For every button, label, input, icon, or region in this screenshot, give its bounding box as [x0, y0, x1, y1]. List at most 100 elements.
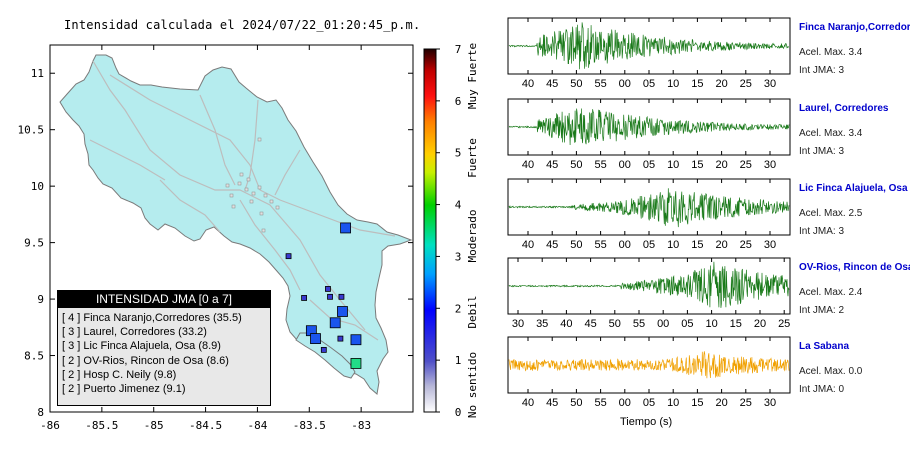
waveform-tick-label: 35 [536, 318, 548, 330]
map-y-tick-label: 11 [31, 67, 44, 80]
map-x-tick-label: -83 [351, 419, 371, 432]
waveform-tick-label: 05 [643, 159, 655, 171]
waveform-tick-label: 20 [754, 318, 766, 330]
waveform-tick-label: 50 [609, 318, 621, 330]
station-marker[interactable] [350, 334, 362, 346]
waveform-tick-label: 55 [594, 159, 606, 171]
legend-item: [ 2 ] Hosp C. Neily (9.8) [62, 368, 177, 381]
waveform-tick-label: 10 [667, 239, 679, 251]
station-marker[interactable] [337, 306, 348, 317]
station-name: Finca Naranjo,Corredores [799, 22, 910, 33]
waveform-tick-label: 55 [594, 239, 606, 251]
station-marker[interactable] [327, 293, 333, 300]
waveform-tick-label: 50 [570, 159, 582, 171]
colorbar-tick-label: 1 [455, 354, 462, 367]
acel-max-value: Acel. Max. 3.4 [799, 128, 863, 139]
waveform-tick-label: 00 [619, 159, 631, 171]
colorbar-category-label: Muy Fuerte [466, 43, 479, 109]
colorbar-tick-label: 0 [455, 406, 462, 419]
station-marker[interactable] [325, 286, 331, 292]
costa-rica-land [59, 54, 413, 395]
colorbar-tick-label: 6 [455, 95, 462, 108]
map-x-tick-label: -85.5 [85, 419, 118, 432]
waveform-tick-label: 20 [715, 239, 727, 251]
acel-max-value: Acel. Max. 0.0 [799, 366, 863, 377]
map-y-tick-label: 9 [37, 293, 44, 306]
waveform-tick-label: 25 [740, 239, 752, 251]
legend-item: [ 2 ] OV-Rios, Rincon de Osa (8.6) [62, 354, 229, 367]
waveform-tick-label: 05 [643, 397, 655, 409]
legend-list: [ 4 ] Finca Naranjo,Corredores (35.5) [ … [58, 308, 270, 396]
map-y-tick-label: 8 [37, 406, 44, 419]
waveform-tick-label: 05 [643, 78, 655, 90]
station-marker[interactable] [285, 253, 292, 260]
acel-max-value: Acel. Max. 2.5 [799, 208, 863, 219]
waveform-tick-label: 00 [619, 239, 631, 251]
waveform-tick-label: 40 [522, 159, 534, 171]
waveform-tick-label: 40 [522, 78, 534, 90]
waveform-trace [508, 351, 790, 379]
station-marker[interactable] [337, 335, 344, 342]
waveform-tick-label: 30 [764, 397, 776, 409]
waveform-panel: 40 45 50 55 00 05 10 15 20 25 30 [507, 178, 791, 251]
map-x-tick-label: -86 [40, 419, 60, 432]
station-marker[interactable] [301, 295, 308, 301]
waveform-panel: 40 45 50 55 00 05 10 15 20 25 30 [507, 336, 791, 409]
waveform-tick-label: 15 [730, 318, 742, 330]
waveform-trace [508, 108, 790, 146]
station-marker[interactable] [338, 293, 345, 300]
waveform-tick-label: 40 [522, 239, 534, 251]
station-name: La Sabana [799, 341, 850, 352]
map-y-tick-label: 10 [31, 180, 44, 193]
waveform-trace [508, 188, 790, 228]
acel-max-value: Acel. Max. 2.4 [799, 287, 863, 298]
station-marker[interactable] [340, 222, 351, 234]
chart-title: Intensidad calculada el 2024/07/22_01:20… [64, 18, 421, 32]
waveform-tick-label: 50 [570, 239, 582, 251]
legend-title: INTENSIDAD JMA [0 a 7] [58, 291, 270, 308]
waveform-tick-label: 10 [667, 159, 679, 171]
waveform-tick-label: 30 [764, 159, 776, 171]
waveform-tick-label: 45 [546, 78, 558, 90]
station-marker[interactable] [329, 317, 341, 329]
waveform-tick-label: 10 [667, 78, 679, 90]
waveform-tick-label: 20 [715, 397, 727, 409]
legend-item: [ 3 ] Lic Finca Alajuela, Osa (8.9) [62, 340, 221, 353]
waveform-tick-label: 15 [691, 159, 703, 171]
legend-item: [ 2 ] Puerto Jimenez (9.1) [62, 383, 186, 396]
int-jma-value: Int JMA: 2 [799, 305, 845, 316]
station-marker[interactable] [310, 333, 321, 345]
waveform-tick-label: 45 [546, 239, 558, 251]
intensity-legend: INTENSIDAD JMA [0 a 7] [ 4 ] Finca Naran… [57, 290, 271, 406]
colorbar-tick-label: 3 [455, 250, 462, 263]
waveform-tick-label: 30 [764, 239, 776, 251]
waveform-tick-label: 10 [705, 318, 717, 330]
road-network [89, 60, 396, 341]
legend-item: [ 4 ] Finca Naranjo,Corredores (35.5) [62, 312, 242, 324]
waveform-tick-label: 20 [715, 78, 727, 90]
waveform-tick-label: 55 [594, 397, 606, 409]
map-x-tick-label: -85 [144, 419, 164, 432]
waveform-tick-label: 30 [764, 78, 776, 90]
station-marker[interactable] [320, 346, 327, 353]
waveform-tick-label: 05 [681, 318, 693, 330]
waveform-tick-label: 30 [512, 318, 524, 330]
station-marker[interactable] [350, 358, 362, 369]
waveform-tick-label: 55 [633, 318, 645, 330]
waveform-panel: 30 35 40 45 50 55 00 05 10 15 20 25 [507, 257, 791, 330]
colorbar-tick-label: 4 [455, 199, 462, 212]
waveform-tick-label: 15 [691, 397, 703, 409]
colorbar-tick-label: 2 [455, 302, 462, 315]
waveform-trace [508, 22, 790, 70]
map-x-tick-label: -83.5 [293, 419, 326, 432]
minor-stations [225, 137, 280, 233]
legend-item: [ 3 ] Laurel, Corredores (33.2) [62, 326, 207, 339]
waveform-tick-label: 25 [778, 318, 790, 330]
int-jma-value: Int JMA: 0 [799, 384, 845, 395]
waveform-tick-label: 45 [546, 397, 558, 409]
waveform-tick-label: 40 [522, 397, 534, 409]
waveform-tick-label: 50 [570, 397, 582, 409]
waveform-tick-label: 05 [643, 239, 655, 251]
